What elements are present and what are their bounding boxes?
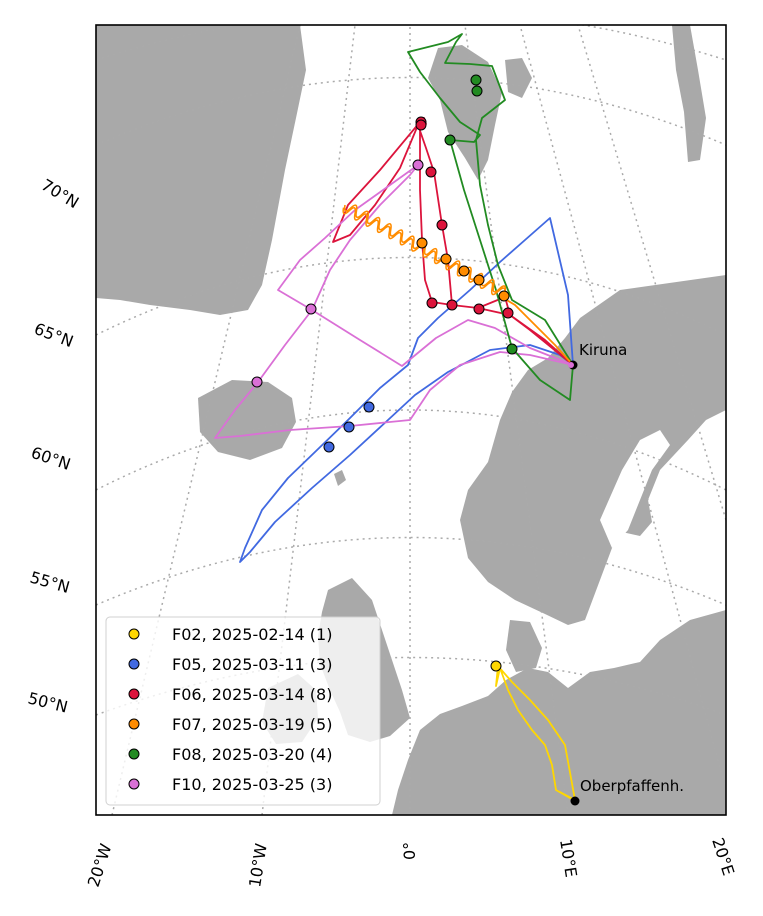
marker-f06[interactable] bbox=[502, 307, 514, 319]
legend-marker bbox=[128, 778, 140, 790]
marker-f10[interactable] bbox=[412, 159, 424, 171]
map-panel: Kiruna Oberpfaffenh. F02, 2025-02-14 (1)… bbox=[96, 25, 726, 815]
marker-f05[interactable] bbox=[323, 441, 335, 453]
parallel-55 bbox=[96, 536, 726, 606]
track-f10 bbox=[214, 164, 574, 439]
lon-label-0: 0° bbox=[400, 842, 419, 860]
parallel-70 bbox=[96, 76, 726, 146]
legend-marker bbox=[128, 748, 140, 760]
lat-labels: 70°N 65°N 60°N 55°N 50°N bbox=[26, 175, 82, 716]
marker-f07[interactable] bbox=[498, 290, 510, 302]
lon-labels: 20°W 10°W 0° 10°E 20°E bbox=[84, 835, 738, 889]
marker-f10[interactable] bbox=[251, 376, 263, 388]
legend-label: F07, 2025-03-19 (5) bbox=[172, 715, 332, 734]
svalbard-east bbox=[505, 58, 532, 98]
legend-label: F06, 2025-03-14 (8) bbox=[172, 685, 332, 704]
track-f08 bbox=[407, 33, 574, 401]
svalbard bbox=[428, 45, 502, 180]
lat-label-65: 65°N bbox=[32, 319, 76, 351]
marker-f07[interactable] bbox=[440, 253, 452, 265]
flight-tracks bbox=[214, 33, 576, 801]
legend-marker bbox=[128, 688, 140, 700]
marker-f06[interactable] bbox=[415, 119, 427, 131]
track-f07-transit bbox=[499, 295, 574, 366]
legend-label: F02, 2025-02-14 (1) bbox=[172, 625, 332, 644]
legend-label: F05, 2025-03-11 (3) bbox=[172, 655, 332, 674]
marker-f02[interactable] bbox=[490, 660, 502, 672]
marker-f07[interactable] bbox=[473, 274, 485, 286]
legend-marker bbox=[128, 658, 140, 670]
parallel-65 bbox=[96, 256, 726, 336]
track-f02 bbox=[495, 665, 576, 801]
marker-f06[interactable] bbox=[446, 299, 458, 311]
site-label-oberpfaffenhofen: Oberpfaffenh. bbox=[580, 777, 684, 795]
marker-f06[interactable] bbox=[436, 219, 448, 231]
meridian-10e bbox=[464, 25, 569, 815]
lat-label-60: 60°N bbox=[29, 443, 73, 474]
marker-f08[interactable] bbox=[470, 74, 482, 86]
graticule bbox=[96, 25, 726, 815]
lon-label-20w: 20°W bbox=[84, 841, 116, 889]
lat-label-55: 55°N bbox=[28, 568, 72, 597]
marker-f07[interactable] bbox=[458, 265, 470, 277]
meridian-30e bbox=[577, 25, 726, 521]
lon-label-10e: 10°E bbox=[556, 838, 581, 879]
scandinavia-russia bbox=[460, 275, 726, 625]
lat-label-50: 50°N bbox=[26, 688, 70, 716]
iceland bbox=[198, 380, 296, 460]
site-label-kiruna: Kiruna bbox=[579, 341, 627, 359]
marker-f07[interactable] bbox=[416, 237, 428, 249]
legend: F02, 2025-02-14 (1) F05, 2025-03-11 (3) F0… bbox=[105, 616, 381, 806]
legend-label: F10, 2025-03-25 (3) bbox=[172, 775, 332, 794]
parallel-75 bbox=[96, 25, 726, 61]
continent bbox=[392, 610, 726, 815]
lon-label-10w: 10°W bbox=[245, 842, 271, 889]
denmark bbox=[506, 620, 542, 672]
legend-marker bbox=[128, 718, 140, 730]
marker-f08[interactable] bbox=[444, 134, 456, 146]
greenland bbox=[96, 25, 306, 315]
legend-label: F08, 2025-03-20 (4) bbox=[172, 745, 332, 764]
marker-f08[interactable] bbox=[506, 343, 518, 355]
track-f06 bbox=[332, 121, 574, 366]
marker-f05[interactable] bbox=[343, 421, 355, 433]
faroe bbox=[334, 470, 346, 486]
legend-box bbox=[105, 616, 381, 806]
site-oberpfaffenhofen[interactable] bbox=[570, 796, 580, 806]
parallel-60 bbox=[96, 409, 726, 491]
site-kiruna-overlay bbox=[568, 362, 574, 368]
finland-lake-gap bbox=[600, 430, 670, 548]
marker-f06[interactable] bbox=[426, 297, 438, 309]
marker-f06[interactable] bbox=[425, 166, 437, 178]
lon-label-20e: 20°E bbox=[708, 835, 738, 877]
novaya-zemlya bbox=[672, 25, 706, 162]
marker-f06[interactable] bbox=[473, 303, 485, 315]
legend-marker bbox=[128, 628, 140, 640]
meridian-20e bbox=[519, 25, 726, 791]
map-frame bbox=[95, 24, 727, 816]
marker-f10[interactable] bbox=[305, 303, 317, 315]
sites: Kiruna Oberpfaffenh. bbox=[568, 341, 684, 806]
marker-f05[interactable] bbox=[363, 401, 375, 413]
markers bbox=[251, 74, 518, 672]
lat-label-70: 70°N bbox=[38, 175, 82, 212]
marker-f08[interactable] bbox=[471, 85, 483, 97]
